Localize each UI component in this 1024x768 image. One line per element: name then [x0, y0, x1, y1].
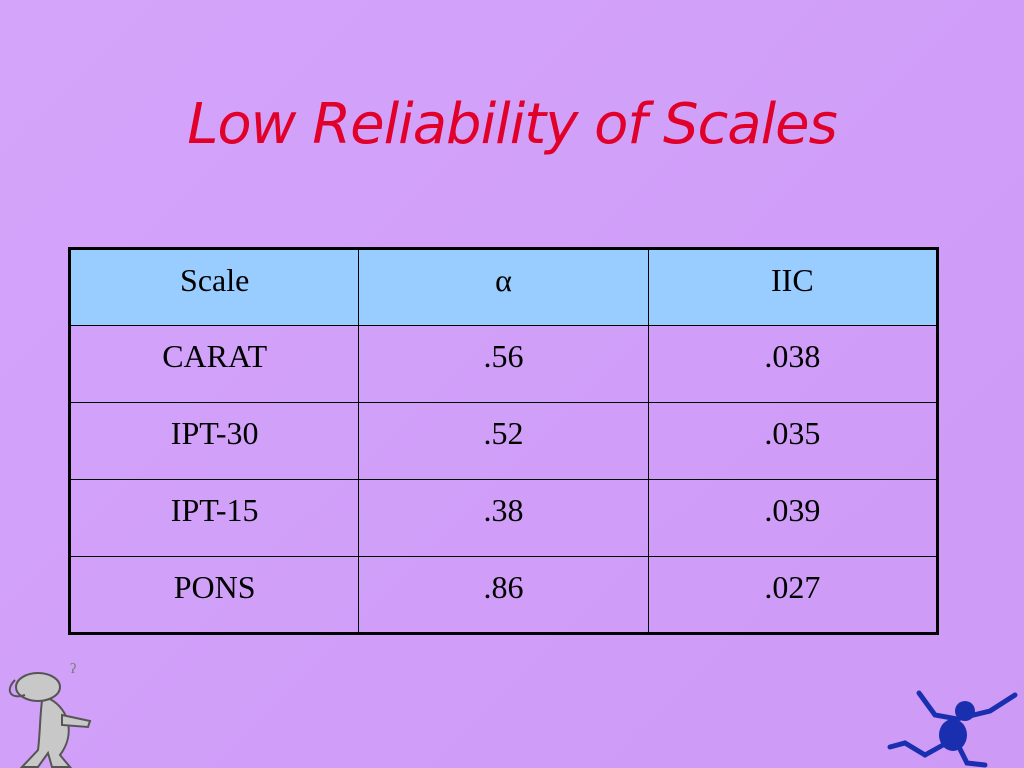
table-cell: PONS [68, 556, 360, 634]
table-row: IPT-30.52.035 [68, 402, 939, 480]
table-body: CARAT .56.038 IPT-30.52.035 IPT-15.38.039 PO… [68, 325, 939, 634]
column-header: Scale [68, 248, 360, 326]
column-header: α [358, 248, 649, 326]
table-cell: .035 [647, 402, 939, 480]
table-cell: IPT-30 [68, 402, 360, 480]
table-cell: .027 [647, 556, 939, 634]
column-header: IIC [647, 248, 939, 326]
table-cell: IPT-15 [68, 479, 360, 557]
jumping-figure [887, 690, 1018, 768]
table-cell: CARAT [68, 325, 360, 403]
thought-mark: ʔ [70, 662, 76, 677]
slide-title: Low Reliability of Scales [187, 92, 838, 157]
table-head: Scale α IIC [68, 248, 939, 326]
table-cell: .56 [358, 325, 649, 403]
data-table: Scale α IIC CARAT .56.038 IPT-30.52.035 IPT-1… [68, 247, 939, 635]
header-row: Scale α IIC [68, 248, 939, 326]
table-cell: .38 [358, 479, 649, 557]
table-cell: .039 [647, 479, 939, 557]
table-row: IPT-15.38.039 [68, 479, 939, 557]
table-row: CARAT .56.038 [68, 325, 939, 403]
thinking-figure: ʔ [8, 662, 92, 768]
table-cell: .86 [358, 556, 649, 634]
table-cell: .038 [647, 325, 939, 403]
table-row: PONS .86.027 [68, 556, 939, 634]
table-cell: .52 [358, 402, 649, 480]
